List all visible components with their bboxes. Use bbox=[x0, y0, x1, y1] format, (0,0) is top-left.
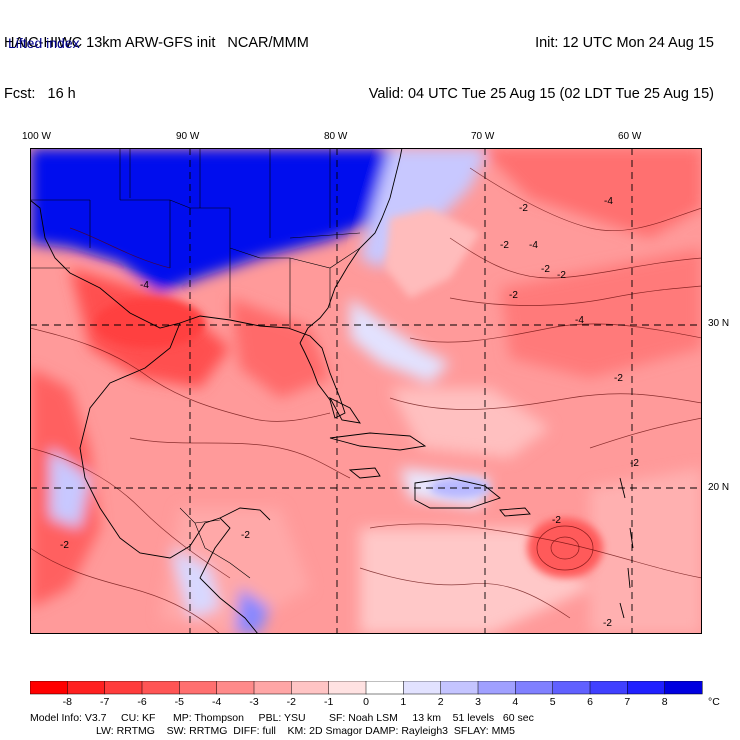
contour-label: -4 bbox=[604, 196, 613, 207]
lon-label-60w: 60 W bbox=[618, 131, 642, 142]
init-time: Init: 12 UTC Mon 24 Aug 15 bbox=[535, 35, 714, 51]
contour-label: -2 bbox=[241, 530, 250, 541]
colorbar-swatch bbox=[104, 680, 143, 695]
colorbar-tick-label: 8 bbox=[661, 696, 668, 708]
contour-value-labels: -2 -4 -2 -2 -4 -2 -4 -4 -2 -2 -2 -2 -2 -… bbox=[60, 196, 639, 629]
model-info-line1: Model Info: V3.7 CU: KF MP: Thompson PBL… bbox=[30, 712, 534, 724]
model-info-line2: LW: RRTMG SW: RRTMG DIFF: full KM: 2D Sm… bbox=[96, 725, 515, 737]
contour-label: -4 bbox=[140, 280, 149, 291]
lon-label-90w: 90 W bbox=[176, 131, 200, 142]
header-left: HAIC-HIWC 13km ARW-GFS init NCAR/MMM Fcs… bbox=[4, 1, 309, 120]
colorbar-swatch bbox=[291, 680, 330, 695]
colorbar-tick-label: 0 bbox=[363, 696, 369, 708]
forecast-hour: Fcst: 16 h bbox=[4, 86, 76, 102]
colorbar-swatch bbox=[253, 680, 292, 695]
colorbar-tick-label: 3 bbox=[475, 696, 481, 708]
colorbar-tick-label: -3 bbox=[249, 696, 259, 708]
map-frame bbox=[30, 148, 702, 634]
map-panel: -2 -4 -2 -2 -4 -2 -4 -4 -2 -2 -2 -2 -2 -… bbox=[29, 147, 703, 635]
colorbar bbox=[29, 680, 730, 700]
contour-label: -2 bbox=[557, 270, 566, 281]
colorbar-tick-label: -2 bbox=[286, 696, 296, 708]
colorbar-tick-label: 6 bbox=[587, 696, 593, 708]
colorbar-tick-label: -8 bbox=[62, 696, 72, 708]
lat-label-20n: 20 N bbox=[708, 482, 730, 493]
colorbar-tick-label: -6 bbox=[137, 696, 147, 708]
contour-label: -2 bbox=[603, 618, 612, 629]
colorbar-swatch bbox=[477, 680, 516, 695]
colorbar-swatch bbox=[552, 680, 591, 695]
political-boundaries bbox=[30, 148, 361, 579]
contour-label: -2 bbox=[60, 540, 69, 551]
contour-label: -2 bbox=[509, 290, 518, 301]
colorbar-tick-label: 2 bbox=[437, 696, 444, 708]
colorbar-swatch bbox=[141, 680, 180, 695]
colorbar-swatch bbox=[328, 680, 367, 695]
colorbar-swatch bbox=[216, 680, 255, 695]
colorbar-swatch bbox=[440, 680, 479, 695]
contour-label: -2 bbox=[552, 515, 561, 526]
colorbar-swatches bbox=[29, 680, 703, 695]
colorbar-swatch bbox=[29, 680, 68, 695]
latlon-grid bbox=[30, 148, 702, 634]
field-name: Lifted index bbox=[8, 35, 80, 51]
lifted-index-map: -2 -4 -2 -2 -4 -2 -4 -4 -2 -2 -2 -2 -2 -… bbox=[29, 147, 703, 635]
colorbar-swatch bbox=[664, 680, 703, 695]
colorbar-tick-label: -7 bbox=[99, 696, 110, 708]
header-right: Init: 12 UTC Mon 24 Aug 15 Valid: 04 UTC… bbox=[369, 1, 714, 120]
colorbar-swatch bbox=[515, 680, 554, 695]
valid-time: Valid: 04 UTC Tue 25 Aug 15 (02 LDT Tue … bbox=[368, 86, 714, 102]
colorbar-tick-label: -4 bbox=[211, 696, 222, 708]
colorbar-swatch bbox=[403, 680, 442, 695]
colorbar-tick-label: -5 bbox=[174, 696, 184, 708]
contour-label: -2 bbox=[630, 458, 639, 469]
lon-label-70w: 70 W bbox=[471, 131, 495, 142]
colorbar-swatch bbox=[365, 680, 404, 695]
colorbar-labels: -8 -7 -6 -5 -4 -3 -2 -1 0 1 2 3 4 5 6 7 8 °C bbox=[30, 696, 730, 708]
colorbar-swatch bbox=[67, 680, 106, 695]
contour-label: -2 bbox=[614, 373, 623, 384]
colorbar-tick-label: -1 bbox=[323, 696, 334, 708]
lon-label-100w: 100 W bbox=[22, 131, 51, 142]
contour-label: -2 bbox=[519, 203, 528, 214]
contour-label: -2 bbox=[541, 264, 550, 275]
colorbar-tick-label: 4 bbox=[512, 696, 519, 708]
contour-label: -4 bbox=[529, 240, 538, 251]
colorbar-tick-label: 1 bbox=[400, 696, 407, 708]
contour-lines bbox=[29, 167, 703, 635]
colorbar-swatch bbox=[627, 680, 666, 695]
contour-label: -4 bbox=[575, 315, 584, 326]
colorbar-swatch bbox=[589, 680, 628, 695]
lat-label-30n: 30 N bbox=[708, 318, 730, 329]
contour-label: -2 bbox=[500, 240, 509, 251]
colorbar-unit: °C bbox=[708, 696, 720, 708]
colorbar-swatch bbox=[179, 680, 218, 695]
model-title: HAIC-HIWC 13km ARW-GFS init NCAR/MMM bbox=[4, 35, 309, 51]
lon-label-80w: 80 W bbox=[324, 131, 348, 142]
colorbar-tick-label: 7 bbox=[624, 696, 631, 708]
colorbar-tick-label: 5 bbox=[549, 696, 556, 708]
shaded-field bbox=[30, 148, 702, 634]
